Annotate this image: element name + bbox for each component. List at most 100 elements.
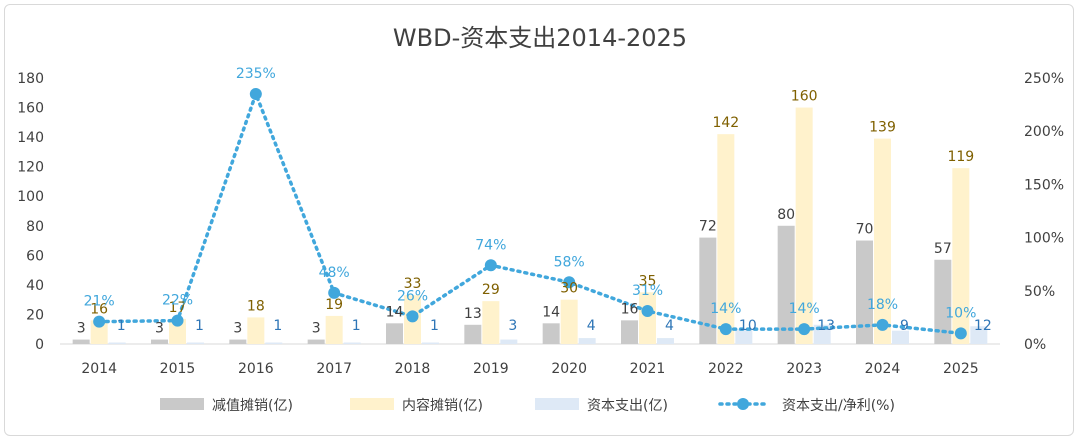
ratio-point	[876, 318, 889, 331]
ratio-value-label: 48%	[319, 265, 350, 281]
right-axis-tick-label: 0%	[1024, 337, 1046, 353]
legend: 减值摊销(亿) 内容摊销(亿) 资本支出(亿) 资本支出/净利(%)	[160, 397, 895, 414]
ratio-value-label: 18%	[867, 297, 898, 313]
x-axis-tick-label: 2025	[943, 361, 979, 377]
ratio-value-label: 21%	[84, 294, 115, 310]
bar-value-label: 70	[856, 222, 874, 238]
bar-value-label: 13	[817, 318, 835, 334]
bar-value-label: 3	[155, 321, 164, 337]
ratio-value-label: 14%	[710, 301, 741, 317]
bar-2	[874, 138, 891, 344]
ratio-value-label: 26%	[397, 288, 428, 304]
bar-value-label: 57	[934, 241, 952, 257]
bar-value-label: 16	[621, 301, 639, 317]
bar-value-label: 10	[739, 318, 757, 334]
bar-1	[699, 237, 717, 344]
bar-value-label: 29	[482, 282, 500, 298]
bar-value-label: 30	[560, 281, 578, 297]
bar-2	[247, 317, 265, 344]
ratio-point	[484, 259, 497, 272]
ratio-point	[406, 310, 419, 323]
x-axis-tick-label: 2019	[473, 361, 509, 377]
x-axis-tick-label: 2023	[786, 361, 822, 377]
legend-label: 资本支出/净利(%)	[782, 398, 895, 414]
ratio-line	[97, 88, 963, 336]
bar-value-label: 80	[777, 207, 795, 223]
bar-3	[422, 342, 439, 344]
bar-value-label: 18	[247, 298, 265, 314]
bar-value-label: 3	[233, 321, 242, 337]
bar-value-label: 4	[587, 318, 596, 334]
bar-value-label: 3	[508, 318, 517, 334]
left-axis-tick-label: 120	[17, 160, 44, 176]
x-axis-tick-label: 2022	[708, 361, 744, 377]
right-axis-tick-label: 150%	[1024, 177, 1064, 193]
bar-2	[639, 292, 656, 344]
bar-1	[934, 259, 952, 344]
bar-1	[72, 339, 90, 344]
x-axis-tick-label: 2021	[630, 361, 666, 377]
ratio-value-label: 58%	[554, 254, 585, 270]
bar-value-label: 1	[430, 318, 439, 334]
bar-value-label: 1	[195, 318, 204, 334]
bar-value-label: 14	[386, 304, 404, 320]
bar-1	[464, 324, 482, 344]
bar-3	[970, 326, 988, 344]
bar-value-label: 139	[869, 120, 896, 136]
bar-1	[777, 225, 795, 344]
left-axis-tick-label: 160	[17, 101, 44, 117]
bar-2	[169, 318, 186, 344]
right-axis-tick-label: 250%	[1024, 71, 1064, 87]
x-axis-tick-label: 2024	[865, 361, 901, 377]
axes: 0204060801001201401601800%50%100%150%200…	[17, 71, 1064, 377]
bar-3	[578, 338, 596, 344]
right-axis-tick-label: 200%	[1024, 124, 1064, 140]
ratio-point	[641, 305, 654, 318]
bar-3	[892, 330, 909, 344]
bar-value-label: 1	[117, 318, 126, 334]
bar-value-label: 160	[791, 89, 818, 105]
ratio-value-label: 14%	[789, 301, 820, 317]
left-axis-tick-label: 100	[17, 189, 44, 205]
ratio-point	[954, 327, 967, 340]
line-series	[93, 87, 967, 340]
bar-3	[265, 342, 283, 344]
bar-3	[735, 329, 753, 344]
left-axis-tick-label: 180	[17, 71, 44, 87]
chart-frame	[4, 4, 1074, 436]
ratio-value-label: 10%	[945, 305, 976, 321]
bar-2	[795, 107, 813, 344]
bar-3	[187, 342, 204, 344]
x-axis-tick-label: 2017	[316, 361, 352, 377]
x-axis-tick-label: 2016	[238, 361, 274, 377]
bar-value-label: 1	[273, 318, 282, 334]
ratio-point	[171, 314, 184, 327]
ratio-point	[249, 87, 262, 100]
ratio-value-label: 235%	[236, 66, 276, 82]
bar-2	[482, 301, 500, 344]
right-axis-tick-label: 50%	[1024, 284, 1055, 300]
bar-1	[151, 339, 168, 344]
ratio-value-label: 22%	[162, 293, 193, 309]
bar-2	[717, 134, 735, 344]
x-axis-tick-label: 2014	[81, 361, 117, 377]
x-axis-tick-label: 2015	[160, 361, 196, 377]
bar-series	[72, 107, 988, 344]
bar-value-label: 16	[90, 301, 108, 317]
bar-2	[952, 168, 970, 344]
bar-1	[621, 320, 638, 344]
bar-3	[108, 342, 126, 344]
legend-label: 减值摊销(亿)	[212, 398, 293, 414]
bar-1	[307, 339, 325, 344]
legend-label: 资本支出(亿)	[587, 398, 668, 414]
bar-value-label: 4	[665, 318, 674, 334]
bar-value-label: 9	[900, 318, 909, 334]
chart-title: WBD-资本支出2014-2025	[393, 24, 687, 52]
bar-value-label: 35	[639, 273, 657, 289]
x-axis-tick-label: 2018	[395, 361, 431, 377]
bar-1	[856, 240, 873, 344]
left-axis-tick-label: 140	[17, 130, 44, 146]
bar-value-label: 33	[404, 276, 422, 292]
bar-3	[500, 339, 518, 344]
